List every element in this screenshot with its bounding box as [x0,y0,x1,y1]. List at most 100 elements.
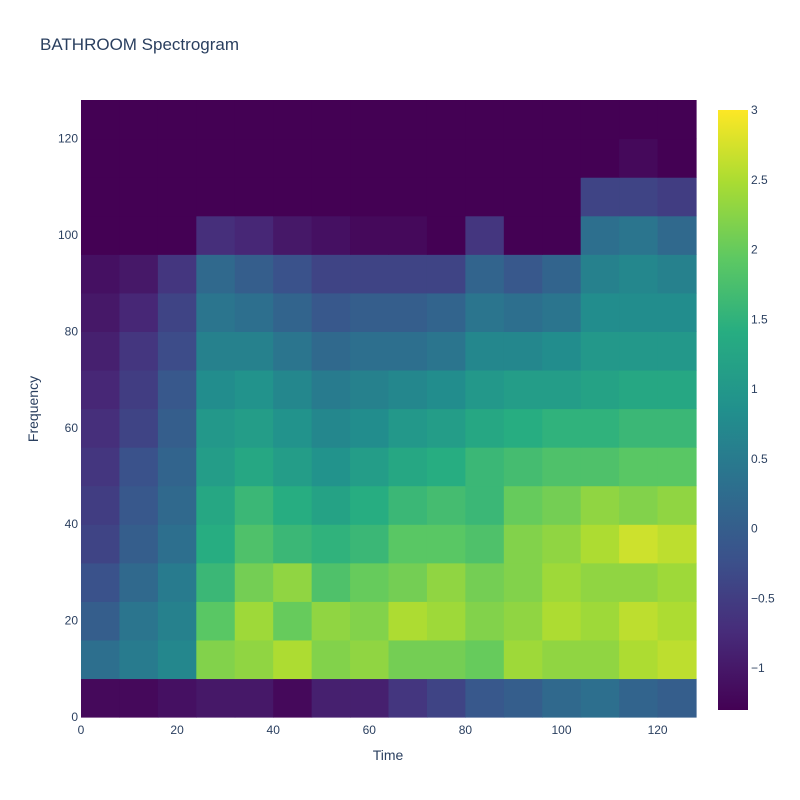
heatmap-cell [619,138,659,178]
colorbar-ticks: 3 2.5 2 1.5 1 0.5 0 −0.5 −1 [751,103,775,675]
heatmap-cell [119,447,159,487]
heatmap-cell [311,331,351,371]
heatmap-cell [119,254,159,294]
heatmap-cell [81,524,121,564]
heatmap-cell [273,601,313,641]
heatmap-cell [388,562,428,602]
heatmap-cell [657,331,697,371]
heatmap-cell [273,678,313,718]
heatmap-cell [542,639,582,680]
heatmap-cell [580,100,620,140]
heatmap-cell [119,485,159,525]
heatmap-cell [81,177,121,217]
heatmap [81,100,697,718]
heatmap-cell [157,292,197,332]
heatmap-cell [388,524,428,564]
heatmap-cell [119,138,159,178]
heatmap-cell [388,408,428,448]
heatmap-cell [619,177,659,217]
heatmap-cell [157,215,197,255]
heatmap-cell [350,254,390,294]
heatmap-cell [503,138,543,178]
heatmap-cell [81,485,121,525]
heatmap-cell [388,100,428,140]
heatmap-cell [619,292,659,332]
heatmap-cell [157,408,197,448]
heatmap-cell [388,601,428,641]
heatmap-cell [350,331,390,371]
heatmap-cell [657,215,697,255]
heatmap-cell [542,408,582,448]
heatmap-cell [580,177,620,217]
heatmap-cell [542,331,582,371]
heatmap-cell [580,639,620,680]
heatmap-cell [503,485,543,525]
heatmap-cell [503,369,543,410]
heatmap-cell [426,331,466,371]
heatmap-cell [234,524,274,564]
heatmap-cell [542,100,582,140]
heatmap-cell [81,331,121,371]
heatmap-cell [350,408,390,448]
heatmap-cell [542,447,582,487]
heatmap-cell [580,601,620,641]
heatmap-cell [619,524,659,564]
heatmap-cell [542,562,582,602]
heatmap-cell [119,331,159,371]
heatmap-cell [81,254,121,294]
heatmap-cell [657,254,697,294]
heatmap-cell [234,177,274,217]
heatmap-cell [426,138,466,178]
heatmap-cell [157,138,197,178]
x-tick-label: 120 [648,723,668,737]
heatmap-cell [157,177,197,217]
heatmap-cell [350,678,390,718]
heatmap-cell [503,562,543,602]
heatmap-cell [388,138,428,178]
x-tick-label: 80 [459,723,473,737]
heatmap-cell [157,639,197,680]
chart-title: BATHROOM Spectrogram [40,35,239,54]
heatmap-cell [542,177,582,217]
y-tick-label: 40 [65,517,79,531]
heatmap-cell [542,138,582,178]
heatmap-cell [273,369,313,410]
x-tick-label: 20 [170,723,184,737]
heatmap-cell [426,177,466,217]
heatmap-cell [657,678,697,718]
heatmap-cell [465,447,505,487]
colorbar-tick-label: 3 [751,103,758,117]
heatmap-cell [234,562,274,602]
heatmap-cell [234,678,274,718]
heatmap-cell [542,524,582,564]
heatmap-cell [503,254,543,294]
heatmap-cell [542,678,582,718]
colorbar-tick-label: 2.5 [751,173,768,187]
y-tick-label: 120 [58,132,78,146]
heatmap-cell [234,100,274,140]
heatmap-cell [388,369,428,410]
heatmap-cell [311,138,351,178]
heatmap-cell [119,678,159,718]
heatmap-cell [657,639,697,680]
x-tick-label: 60 [363,723,377,737]
heatmap-cell [234,215,274,255]
heatmap-cell [542,215,582,255]
colorbar-tick-label: −1 [751,661,765,675]
heatmap-cell [234,292,274,332]
heatmap-cell [196,524,236,564]
heatmap-cell [81,369,121,410]
heatmap-cell [196,292,236,332]
y-tick-label: 60 [65,421,79,435]
heatmap-cell [234,254,274,294]
heatmap-cell [657,524,697,564]
heatmap-cell [503,408,543,448]
heatmap-cell [426,447,466,487]
heatmap-cell [619,485,659,525]
x-tick-label: 0 [78,723,85,737]
heatmap-cell [119,601,159,641]
heatmap-cell [465,100,505,140]
heatmap-cell [580,485,620,525]
heatmap-cell [426,562,466,602]
heatmap-cell [503,678,543,718]
